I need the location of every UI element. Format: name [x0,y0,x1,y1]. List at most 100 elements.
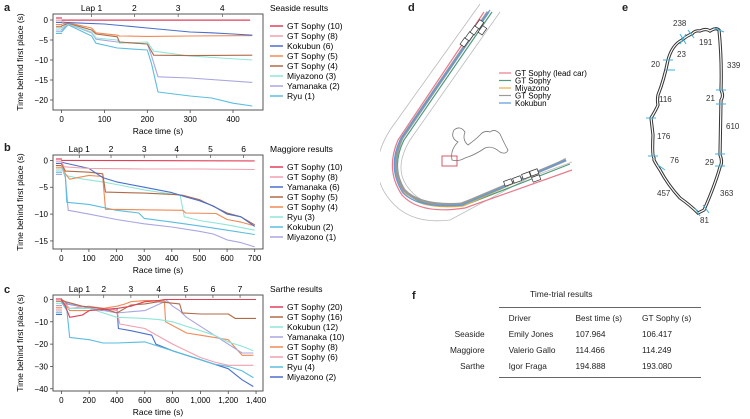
car-markers-bottom [503,168,542,187]
sophy-time: 193.080 [632,358,702,378]
y-tick-label: −10 [34,56,48,65]
legend-label: GT Sophy (16) [287,312,343,322]
lap-label: 5 [183,284,188,294]
x-tick-label: 400 [226,115,240,124]
driver-name: Igor Fraga [498,358,566,378]
x-tick-label: 300 [183,115,197,124]
lap-label: 2 [109,144,114,154]
line-gt-sophy-grey [394,11,567,206]
y-tick-label: −10 [34,318,48,327]
lap-label: 2 [132,3,137,13]
sophy-time: 106.417 [642,329,673,339]
legend-label: GT Sophy (10) [287,21,343,31]
x-tick-label: 0 [59,254,64,263]
legend-label: Miyazono [515,84,550,93]
y-axis-label: Time behind first place (s) [15,13,25,111]
legend-label: Kokubun (12) [287,322,338,332]
sector-length-label: 116 [659,95,672,104]
lap-label: 3 [176,3,181,13]
series-line-gt-sophy-5 [60,162,255,226]
panel-letter-c: c [4,284,11,296]
sector-labels: 238 191 23 20 339 116 21 610 176 76 29 457 363 81 [651,19,741,225]
line-kokubun [393,9,567,207]
time-trial-title: Time-trial results [530,289,593,299]
plot-frame [52,13,264,111]
series-line-gt-sophy-4 [61,22,253,57]
x-tick-label: 600 [220,254,234,263]
y-tick-label: −5 [39,36,49,45]
track-boundaries [380,3,573,222]
table-row: Maggiore Valerio Gallo 114.466 114.249 [440,342,701,358]
legend-label: Kokubun (6) [287,41,333,51]
plot-frame [52,154,264,250]
sector-length-label: 81 [700,216,709,225]
track-name: Sarthe [460,361,485,372]
racing-lines [391,9,573,211]
legend-label: Miyazono (3) [287,71,336,81]
panel-letter-a: a [4,2,11,14]
x-axis-label: Race time (s) [133,126,184,136]
x-tick-label: 100 [98,115,112,124]
chart-title: Maggiore results [270,144,333,154]
series-line-miyazono-1 [60,165,255,248]
x-tick-label: 1,200 [218,396,239,405]
series-line-kokubun-6 [61,21,253,36]
series-line-gt-sophy-20 [60,298,256,318]
x-axis-label: Race time (s) [133,265,184,275]
legend-label: Yamanaka (10) [287,332,345,342]
sector-length-label: 76 [670,156,679,165]
x-tick-label: 300 [138,254,152,263]
series-line-ryu-1 [61,24,253,107]
header-gt-sophy: GT Sophy (s) [632,307,702,326]
inset-highlight-box [441,155,458,167]
series-line-ryu-4 [60,301,254,379]
x-tick-label: 400 [165,254,179,263]
legend-label: Ryu (1) [287,91,315,101]
legend-label: GT Sophy (20) [287,302,343,312]
chart-title: Seaside results [270,3,328,13]
panel-letter-b: b [4,142,11,154]
x-tick-label: 700 [248,254,262,263]
sector-length-label: 21 [706,94,715,103]
lap-label: 6 [211,284,216,294]
y-tick-label: 0 [44,295,49,304]
x-tick-label: 200 [82,396,96,405]
panel-letter-d: d [408,2,415,14]
series-line-gt-sophy-4 [60,163,255,227]
lap-label: Lap 1 [81,3,103,13]
panel-letter-f: f [412,290,416,302]
legend-label: GT Sophy (4) [287,61,338,71]
lap-label: 4 [174,144,179,154]
sector-length-label: 20 [651,60,660,69]
x-tick-label: 400 [110,396,124,405]
sector-markers [646,27,726,217]
sector-length-label: 29 [705,158,714,167]
sector-length-label: 23 [677,50,686,59]
lap-label: 3 [129,284,134,294]
lap-label: 6 [241,144,246,154]
series-line-gt-sophy-8 [60,161,255,171]
legend-label: Miyazono (2) [287,372,336,382]
series-line-kokubun-2 [60,165,255,236]
y-tick-label: 0 [44,16,49,25]
x-tick-label: 200 [110,254,124,263]
car-markers-top [459,19,488,48]
legend-label: GT Sophy (10) [287,162,343,172]
legend-label: GT Sophy (lead car) [515,69,587,78]
sector-length-label: 238 [673,19,687,28]
lap-label: 2 [101,284,106,294]
chart-title: Sarthe results [270,284,322,294]
legend-label: Ryu (4) [287,362,315,372]
track-sector-map: 238 191 23 20 339 116 21 610 176 76 29 457 363 81 [646,19,741,225]
y-axis-label: Time behind first place (s) [15,294,25,392]
driver-name: Emily Jones [508,329,554,339]
legend-label: GT Sophy (4) [287,202,338,212]
y-axis-label: Time behind first place (s) [15,153,25,251]
y-tick-label: −5 [39,183,49,192]
x-tick-label: 1,000 [190,396,211,405]
header-driver: Driver [498,307,566,326]
x-tick-label: 500 [193,254,207,263]
x-tick-label: 600 [138,396,152,405]
sector-length-label: 339 [727,61,741,70]
series-line-gt-sophy-5 [61,22,253,37]
